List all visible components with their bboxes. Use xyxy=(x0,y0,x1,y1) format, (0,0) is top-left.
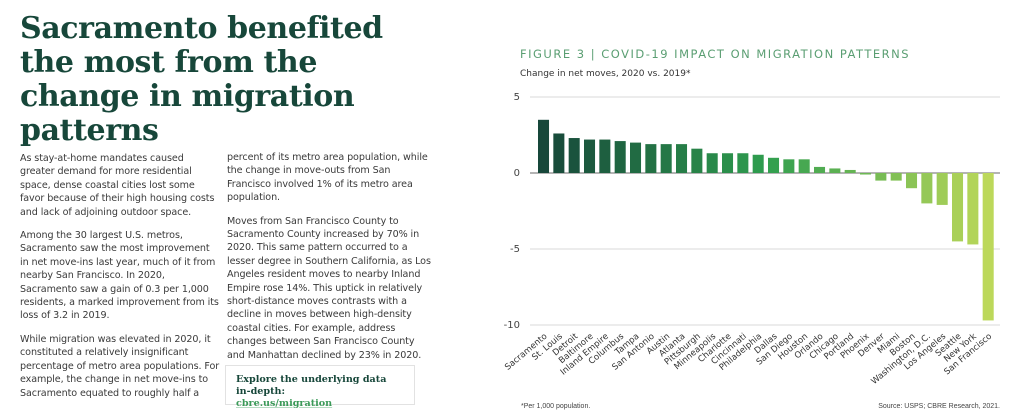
bar-sacramento xyxy=(538,119,550,173)
chart-subtitle: Change in net moves, 2020 vs. 2019* xyxy=(520,69,691,79)
bar-detroit xyxy=(568,138,580,173)
paragraph: Among the 30 largest U.S. metros, Sacram… xyxy=(20,230,219,322)
source-note: Source: USPS; CBRE Research, 2021. xyxy=(878,403,1000,410)
explore-data-callout: Explore the underlying data in-depth: cb… xyxy=(225,365,415,409)
bar-inland-empire xyxy=(599,139,611,173)
bar-minneapolis xyxy=(706,153,718,173)
bar-portland xyxy=(844,169,856,173)
bar-seattle xyxy=(952,173,964,242)
bar-san-diego xyxy=(783,159,795,173)
y-tick-label: -5 xyxy=(510,244,520,255)
migration-link[interactable]: cbre.us/migration xyxy=(236,398,333,409)
bar-denver xyxy=(875,173,887,181)
article-column-2: percent of its metro area population, wh… xyxy=(227,151,432,372)
bar-cincinnati xyxy=(737,153,749,173)
y-tick-label: 5 xyxy=(514,92,520,103)
bar-new-york xyxy=(967,173,979,245)
bar-san-antonio xyxy=(645,144,657,173)
bar-dallas xyxy=(768,157,780,173)
bar-miami xyxy=(890,173,902,181)
bar-boston xyxy=(906,173,918,189)
bar-phoenix xyxy=(860,173,872,175)
bar-houston xyxy=(798,159,810,173)
bar-philadelphia xyxy=(752,154,764,173)
headline: Sacramento benefited the most from the c… xyxy=(20,11,383,148)
bar-chicago xyxy=(829,168,841,173)
footnote: *Per 1,000 population. xyxy=(521,403,591,410)
y-tick-label: -10 xyxy=(504,320,520,331)
bar-austin xyxy=(660,144,672,173)
bar-orlando xyxy=(814,166,826,173)
bar-columbus xyxy=(614,141,626,173)
bar-baltimore xyxy=(584,139,596,173)
bar-st-louis xyxy=(553,133,565,173)
bar-charlotte xyxy=(722,153,734,173)
bar-washington-d-c xyxy=(921,173,933,204)
bar-los-angeles xyxy=(936,173,948,205)
paragraph: As stay-at-home mandates caused greater … xyxy=(20,153,215,218)
bar-pittsburgh xyxy=(691,148,703,173)
callout-title: Explore the underlying data in-depth: xyxy=(236,374,387,397)
bar-tampa xyxy=(630,142,642,173)
figure-title: FIGURE 3 | COVID-19 IMPACT ON MIGRATION … xyxy=(520,47,911,61)
bar-atlanta xyxy=(676,144,688,173)
paragraph: While migration was elevated in 2020, it… xyxy=(20,333,220,399)
bar-san-francisco xyxy=(982,173,994,321)
paragraph: percent of its metro area population, wh… xyxy=(227,152,428,204)
paragraph: Moves from San Francisco County to Sacra… xyxy=(227,215,431,361)
y-tick-label: 0 xyxy=(514,168,520,179)
article-column-1: As stay-at-home mandates caused greater … xyxy=(20,152,220,410)
